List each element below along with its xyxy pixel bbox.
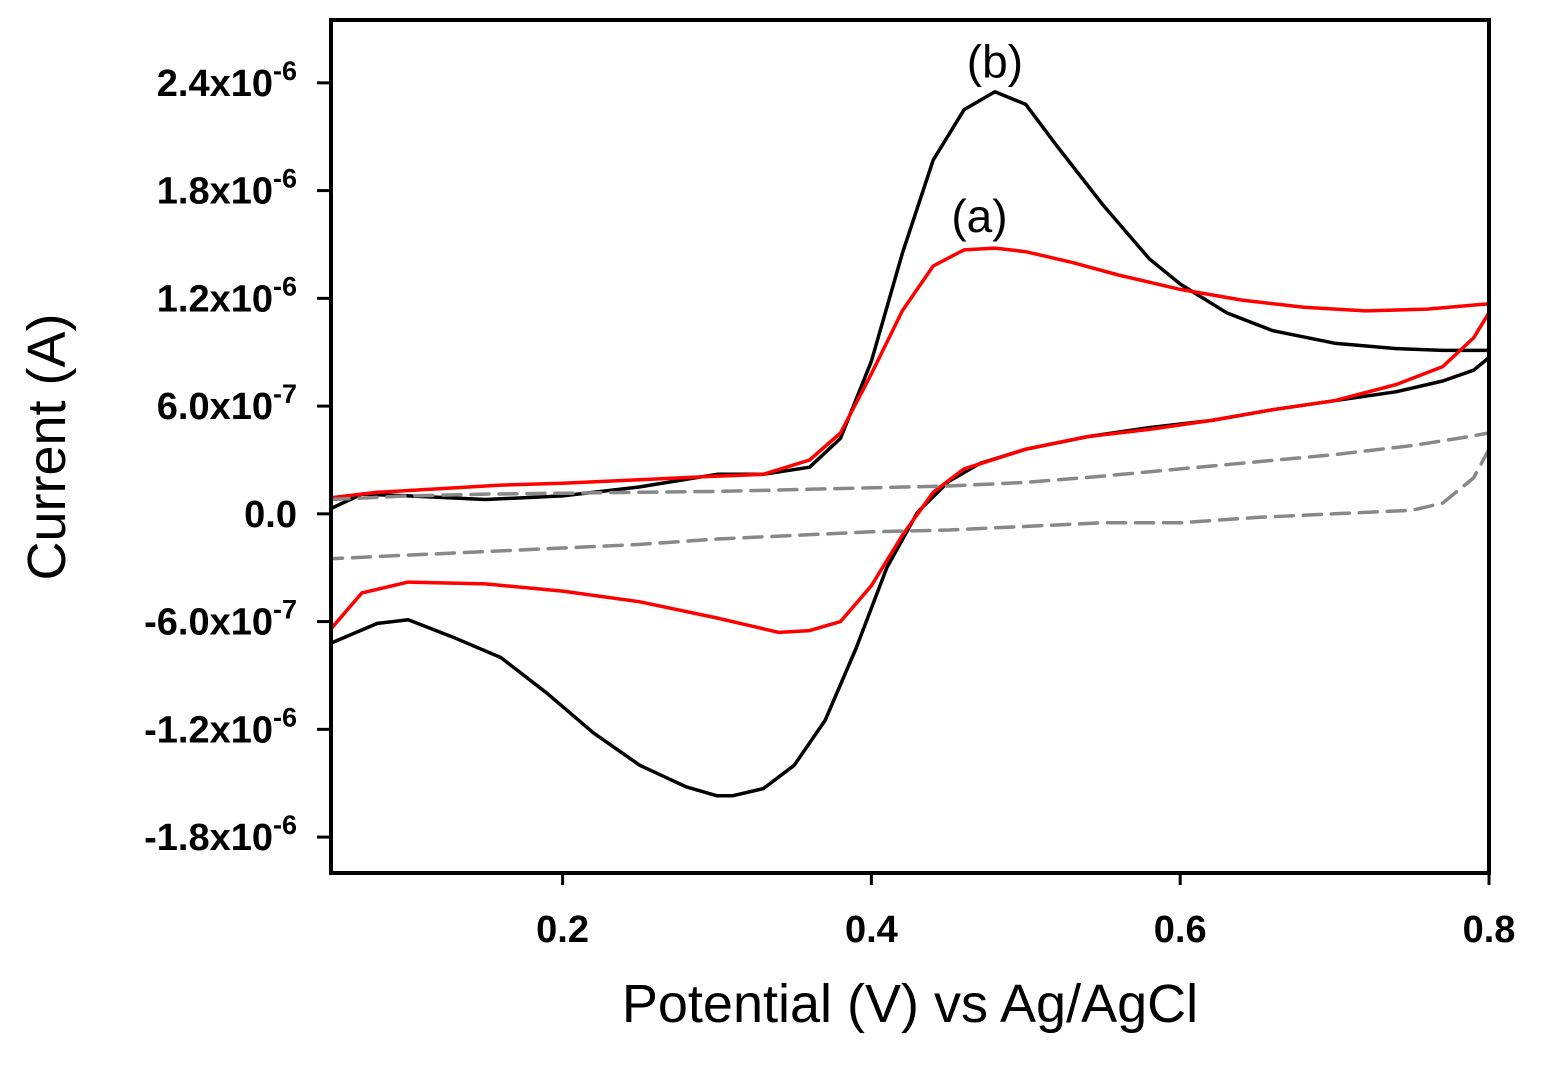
y-tick-label: 1.8x10-6 [157, 164, 297, 213]
annotation-layer: (b) (a) [951, 35, 1023, 241]
y-axis-title: Current (A) [17, 313, 77, 580]
x-axis-title: Potential (V) vs Ag/AgCl [622, 974, 1198, 1034]
y-tick-label: -6.0x10-7 [144, 595, 297, 644]
y-tick-label: 6.0x10-7 [157, 379, 297, 428]
curve-label: (a) [951, 190, 1007, 242]
series-line-2 [329, 246, 1491, 635]
y-axis: 2.4x10-6 1.8x10-6 1.2x10-6 6.0x10-7 0.0 -6.0x… [144, 56, 331, 859]
x-tick-label: 0.4 [845, 909, 898, 951]
series-line-1 [329, 90, 1491, 798]
y-tick-label: 2.4x10-6 [157, 56, 297, 105]
x-axis: 0.2 0.4 0.6 0.8 [536, 873, 1515, 951]
series-layer [329, 90, 1491, 798]
series-line-3 [329, 431, 1491, 561]
y-tick-label: 1.2x10-6 [157, 271, 297, 320]
plot-frame [329, 18, 1491, 875]
y-tick-label: -1.8x10-6 [144, 810, 297, 859]
y-tick-label: 0.0 [244, 494, 297, 536]
curve-label: (b) [967, 35, 1023, 87]
x-tick-label: 0.8 [1463, 909, 1516, 951]
y-tick-label: -1.2x10-6 [144, 702, 297, 751]
x-tick-label: 0.2 [536, 909, 589, 951]
x-tick-label: 0.6 [1154, 909, 1207, 951]
